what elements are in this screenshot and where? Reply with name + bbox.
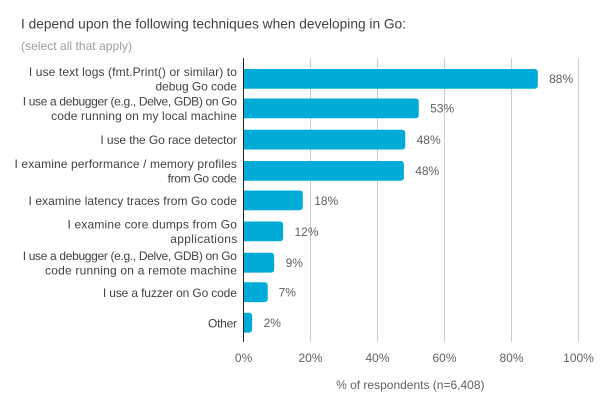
- svg-text:12%: 12%: [295, 225, 319, 239]
- svg-text:% of respondents (n=6,408): % of respondents (n=6,408): [336, 378, 484, 392]
- svg-text:code running on a remote machi: code running on a remote machine: [45, 263, 237, 277]
- svg-text:I use a debugger (e.g., Delve,: I use a debugger (e.g., Delve, GDB) on G…: [23, 95, 238, 109]
- svg-text:I use text logs (fmt.Print() o: I use text logs (fmt.Print() or similar)…: [29, 65, 237, 79]
- svg-text:I use a fuzzer on Go code: I use a fuzzer on Go code: [103, 286, 237, 300]
- svg-text:from Go code: from Go code: [168, 172, 238, 186]
- svg-text:48%: 48%: [415, 164, 439, 178]
- svg-text:60%: 60%: [432, 351, 456, 365]
- svg-text:I examine latency traces from: I examine latency traces from Go code: [29, 194, 238, 208]
- svg-text:I depend upon the following te: I depend upon the following techniques w…: [21, 17, 406, 32]
- svg-text:80%: 80%: [499, 351, 523, 365]
- svg-text:(select all that apply): (select all that apply): [21, 39, 132, 53]
- svg-text:Other: Other: [208, 316, 237, 330]
- svg-text:I examine core dumps from Go: I examine core dumps from Go: [68, 218, 238, 232]
- svg-text:debug Go code: debug Go code: [156, 80, 238, 94]
- svg-text:100%: 100%: [563, 351, 594, 365]
- svg-text:18%: 18%: [314, 194, 338, 208]
- svg-text:I use a debugger (e.g., Delve,: I use a debugger (e.g., Delve, GDB) on G…: [23, 249, 238, 263]
- svg-text:2%: 2%: [264, 316, 282, 330]
- svg-text:applications: applications: [170, 232, 237, 246]
- svg-text:40%: 40%: [365, 351, 389, 365]
- svg-text:I examine performance / memory: I examine performance / memory profiles: [15, 157, 237, 171]
- svg-text:20%: 20%: [298, 351, 322, 365]
- svg-text:code running on my local machi: code running on my local machine: [51, 109, 237, 123]
- svg-text:7%: 7%: [279, 286, 297, 300]
- svg-text:I use the Go race detector: I use the Go race detector: [100, 133, 237, 147]
- svg-text:9%: 9%: [286, 256, 304, 270]
- svg-text:88%: 88%: [549, 72, 573, 86]
- svg-text:48%: 48%: [417, 133, 441, 147]
- svg-text:0%: 0%: [235, 351, 253, 365]
- svg-text:53%: 53%: [430, 102, 454, 116]
